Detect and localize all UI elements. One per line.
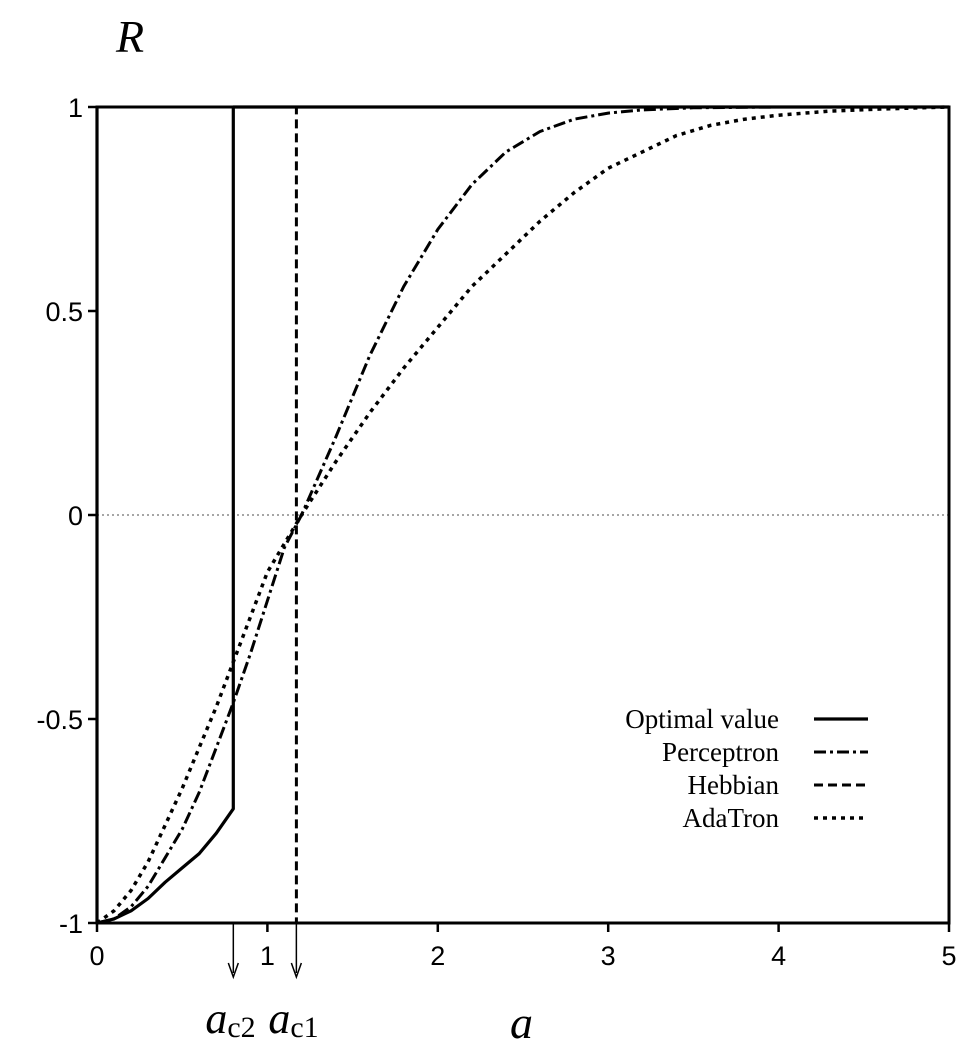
y-tick-label: 0	[68, 501, 83, 531]
y-tick-label: -1	[59, 909, 83, 939]
series-line-optimal-value	[95, 105, 949, 925]
annotation-label-c1: ac1	[268, 994, 318, 1044]
annotation-label-c2: ac2	[205, 994, 255, 1044]
x-tick-label: 1	[260, 941, 275, 971]
x-tick-label: 3	[601, 941, 616, 971]
x-tick-label: 5	[941, 941, 956, 971]
x-tick-label: 0	[89, 941, 104, 971]
legend-label: Optimal value	[625, 704, 779, 734]
legend-label: AdaTron	[682, 803, 779, 833]
legend-label: Hebbian	[688, 770, 780, 800]
x-axis-title: a	[510, 997, 533, 1048]
y-tick-label: -0.5	[36, 705, 83, 735]
x-tick-label: 4	[771, 941, 786, 971]
annotation-arrowhead	[290, 962, 303, 980]
y-axis-title: R	[115, 11, 144, 62]
legend-label: Perceptron	[662, 737, 779, 767]
y-tick-label: 0.5	[45, 297, 83, 327]
annotation-arrowhead	[227, 962, 240, 980]
series-line-adatron	[95, 105, 950, 925]
y-tick-label: 1	[68, 93, 83, 123]
series-line-perceptron	[96, 105, 949, 925]
x-tick-label: 2	[430, 941, 445, 971]
